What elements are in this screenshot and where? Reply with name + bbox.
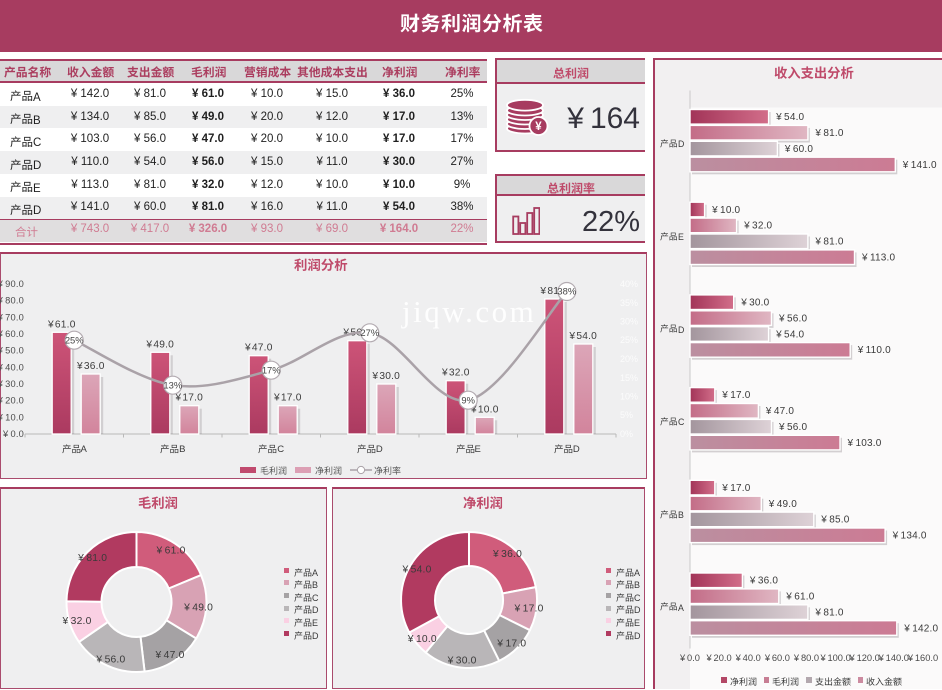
svg-text:¥ 32.0: ¥ 32.0 (743, 220, 772, 231)
svg-text:¥ 47.0: ¥ 47.0 (765, 406, 794, 417)
svg-text:¥ 141.0: ¥ 141.0 (902, 159, 937, 170)
svg-text:¥ 40.0: ¥ 40.0 (0, 362, 24, 372)
svg-text:¥ 81.0: ¥ 81.0 (814, 607, 843, 618)
svg-text:¥: ¥ (535, 121, 542, 133)
svg-text:¥ 17.0: ¥ 17.0 (273, 393, 302, 404)
svg-text:¥ 54.0: ¥ 54.0 (401, 565, 431, 576)
svg-text:¥ 56.0: ¥ 56.0 (95, 654, 125, 665)
svg-text:¥ 81.0: ¥ 81.0 (814, 128, 843, 139)
svg-text:9%: 9% (461, 394, 475, 405)
svg-text:¥ 61.0: ¥ 61.0 (785, 591, 814, 602)
svg-text:25%: 25% (65, 335, 84, 346)
svg-text:¥ 54.0: ¥ 54.0 (568, 331, 597, 342)
svg-text:¥ 32.0: ¥ 32.0 (61, 616, 91, 627)
svg-text:¥ 10.0: ¥ 10.0 (711, 204, 740, 215)
svg-text:¥ 80.0: ¥ 80.0 (793, 653, 819, 663)
svg-text:¥ 70.0: ¥ 70.0 (0, 312, 24, 322)
svg-text:¥ 61.0: ¥ 61.0 (155, 546, 185, 557)
svg-text:¥ 47.0: ¥ 47.0 (154, 650, 184, 661)
svg-text:¥ 32.0: ¥ 32.0 (441, 368, 470, 379)
svg-text:¥ 36.0: ¥ 36.0 (76, 361, 105, 372)
svg-text:¥ 103.0: ¥ 103.0 (847, 437, 882, 448)
svg-text:¥ 49.0: ¥ 49.0 (183, 602, 213, 613)
svg-text:10%: 10% (620, 392, 638, 402)
svg-text:¥ 90.0: ¥ 90.0 (0, 279, 24, 289)
svg-text:¥ 110.0: ¥ 110.0 (857, 345, 891, 356)
svg-text:¥ 40.0: ¥ 40.0 (735, 653, 761, 663)
svg-text:¥ 20.0: ¥ 20.0 (706, 653, 732, 663)
svg-text:¥ 10.0: ¥ 10.0 (0, 412, 24, 422)
svg-text:¥ 54.0: ¥ 54.0 (775, 112, 804, 123)
svg-text:¥ 60.0: ¥ 60.0 (764, 653, 790, 663)
svg-text:¥ 49.0: ¥ 49.0 (768, 498, 797, 509)
svg-text:¥ 17.0: ¥ 17.0 (721, 482, 750, 493)
svg-text:¥ 36.0: ¥ 36.0 (491, 549, 521, 560)
svg-text:13%: 13% (163, 379, 182, 390)
svg-text:¥ 113.0: ¥ 113.0 (861, 252, 895, 263)
svg-text:¥ 49.0: ¥ 49.0 (145, 339, 174, 350)
svg-text:¥ 142.0: ¥ 142.0 (903, 623, 938, 634)
svg-text:15%: 15% (620, 373, 638, 383)
svg-text:40%: 40% (620, 279, 638, 289)
svg-text:¥ 56.0: ¥ 56.0 (778, 422, 807, 433)
svg-text:¥ 120.0: ¥ 120.0 (849, 653, 880, 663)
svg-text:¥ 140.0: ¥ 140.0 (878, 653, 909, 663)
svg-text:¥ 60.0: ¥ 60.0 (0, 329, 24, 339)
svg-text:¥ 160.0: ¥ 160.0 (907, 653, 938, 663)
svg-text:¥ 30.0: ¥ 30.0 (0, 379, 24, 389)
svg-text:¥ 10.0: ¥ 10.0 (406, 634, 436, 645)
svg-text:0%: 0% (620, 429, 633, 439)
svg-text:20%: 20% (620, 354, 638, 364)
svg-text:¥ 81.0: ¥ 81.0 (814, 236, 843, 247)
svg-text:¥ 17.0: ¥ 17.0 (496, 638, 526, 649)
svg-text:30%: 30% (620, 317, 638, 327)
svg-text:¥ 17.0: ¥ 17.0 (721, 390, 750, 401)
svg-text:5%: 5% (620, 410, 633, 420)
svg-text:¥ 56.0: ¥ 56.0 (778, 313, 807, 324)
svg-text:¥ 36.0: ¥ 36.0 (749, 575, 778, 586)
svg-text:¥ 60.0: ¥ 60.0 (784, 143, 813, 154)
svg-text:¥ 0.0: ¥ 0.0 (2, 429, 24, 439)
svg-text:25%: 25% (620, 335, 638, 345)
svg-text:17%: 17% (262, 365, 281, 376)
svg-text:35%: 35% (620, 298, 638, 308)
svg-text:¥ 30.0: ¥ 30.0 (446, 656, 476, 667)
svg-text:¥ 81.0: ¥ 81.0 (539, 286, 568, 297)
svg-text:¥ 47.0: ¥ 47.0 (244, 343, 273, 354)
svg-text:¥ 30.0: ¥ 30.0 (371, 371, 400, 382)
svg-text:¥ 80.0: ¥ 80.0 (0, 296, 24, 306)
svg-text:¥ 134.0: ¥ 134.0 (892, 530, 927, 541)
svg-text:¥ 61.0: ¥ 61.0 (47, 319, 76, 330)
svg-text:¥ 85.0: ¥ 85.0 (820, 514, 849, 525)
svg-text:¥ 20.0: ¥ 20.0 (0, 396, 24, 406)
svg-text:¥ 100.0: ¥ 100.0 (819, 653, 850, 663)
svg-text:¥ 81.0: ¥ 81.0 (77, 553, 107, 564)
svg-text:¥ 17.0: ¥ 17.0 (174, 393, 203, 404)
svg-text:¥ 50.0: ¥ 50.0 (0, 346, 24, 356)
svg-text:¥ 30.0: ¥ 30.0 (740, 297, 769, 308)
svg-text:38%: 38% (557, 286, 576, 297)
svg-text:¥ 17.0: ¥ 17.0 (513, 604, 543, 615)
svg-text:¥ 54.0: ¥ 54.0 (775, 329, 804, 340)
svg-text:¥ 0.0: ¥ 0.0 (679, 653, 700, 663)
svg-text:¥ 10.0: ¥ 10.0 (470, 404, 499, 415)
svg-text:27%: 27% (360, 327, 379, 338)
